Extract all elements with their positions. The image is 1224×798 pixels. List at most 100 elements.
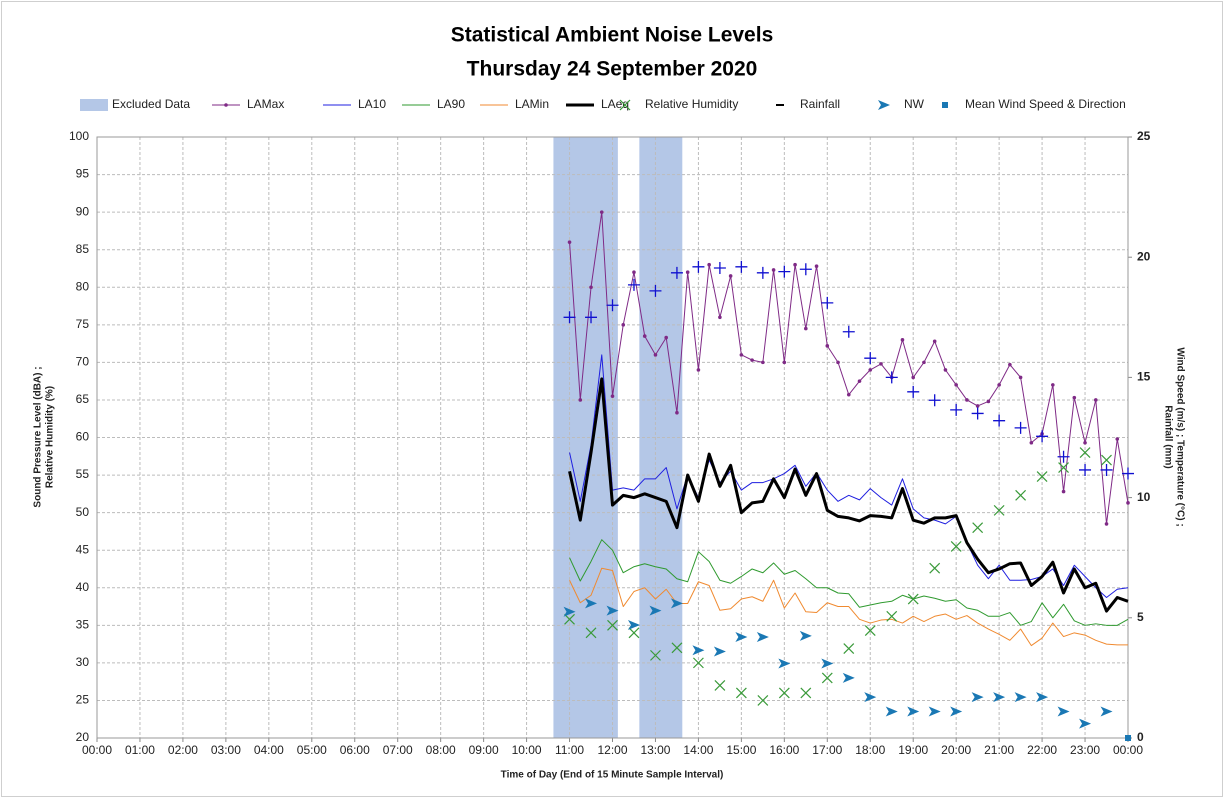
y2-tick-label: 15	[1137, 370, 1151, 384]
marker	[756, 632, 769, 643]
plus-marker	[842, 325, 855, 338]
arrow-marker	[885, 706, 898, 717]
marker	[950, 541, 962, 552]
x-marker	[607, 619, 618, 631]
marker	[670, 598, 683, 609]
point	[846, 392, 851, 397]
point	[578, 398, 583, 402]
marker	[756, 266, 769, 279]
marker	[757, 695, 769, 706]
x-marker	[800, 687, 812, 699]
y2-axis-label: Wind Speed (m/s) ; Temperature (°C) ; Ra…	[1162, 347, 1185, 526]
marker	[1058, 462, 1069, 473]
arrow-marker	[1014, 692, 1027, 703]
x-tick-label: 23:00	[1070, 743, 1100, 757]
marker	[778, 265, 791, 278]
marker	[1036, 471, 1048, 482]
marker	[778, 658, 791, 669]
marker	[563, 311, 576, 324]
marker	[907, 593, 919, 605]
x-marker	[619, 99, 631, 111]
point	[718, 315, 722, 320]
arrow-marker	[649, 605, 662, 616]
arrow-marker	[993, 692, 1006, 703]
marker	[842, 325, 855, 338]
marker	[606, 605, 619, 616]
x-tick-label: 18:00	[855, 743, 885, 757]
y-tick-label: 30	[76, 655, 90, 669]
point	[857, 379, 862, 383]
legend-swatch	[942, 102, 948, 108]
x-tick-label: 04:00	[254, 743, 284, 757]
point	[836, 360, 840, 365]
point	[793, 262, 797, 267]
x-marker	[692, 657, 704, 669]
marker	[971, 407, 984, 420]
point	[1061, 489, 1066, 494]
point	[1029, 440, 1034, 445]
plus-marker	[1122, 467, 1134, 480]
marker	[1079, 718, 1092, 729]
marker	[649, 605, 662, 616]
y-axis-label: Sound Pressure Level (dBA) ; Relative Hu…	[33, 366, 56, 507]
x-tick-label: 00:00	[82, 743, 112, 757]
plus-marker	[821, 296, 834, 309]
point	[879, 362, 883, 366]
legend-label: LA90	[437, 97, 465, 111]
marker	[585, 311, 598, 324]
y-tick-label: 35	[76, 617, 90, 631]
point	[1008, 362, 1012, 367]
x-marker	[1015, 489, 1027, 501]
point	[696, 368, 701, 372]
marker	[1057, 450, 1070, 463]
x-marker	[1079, 447, 1091, 458]
plus-marker	[971, 407, 984, 420]
y2-tick-label: 0	[1137, 730, 1144, 744]
x-tick-label: 22:00	[1027, 743, 1057, 757]
point	[975, 404, 980, 408]
arrow-marker	[563, 606, 576, 617]
x-tick-label: 01:00	[125, 743, 155, 757]
arrow-marker	[928, 706, 941, 717]
plus-marker	[1014, 421, 1027, 434]
point	[911, 375, 916, 380]
marker	[972, 522, 984, 534]
excluded-band	[639, 137, 683, 738]
x-marker	[950, 541, 962, 552]
point	[739, 353, 744, 357]
marker	[929, 562, 941, 574]
y-tick-label: 75	[76, 317, 90, 331]
arrow-marker	[907, 706, 920, 717]
x-tick-label: 02:00	[168, 743, 198, 757]
legend-label: Mean Wind Speed & Direction	[965, 97, 1126, 111]
arrow-marker	[1036, 692, 1049, 703]
arrow-marker	[821, 658, 834, 669]
marker	[1100, 463, 1113, 476]
marker	[563, 606, 576, 617]
point	[707, 262, 711, 267]
y-tick-label: 65	[76, 392, 90, 406]
plot-border	[96, 136, 1129, 739]
marker	[971, 692, 984, 703]
marker	[564, 613, 575, 625]
x-marker	[972, 522, 984, 534]
marker	[864, 352, 877, 365]
x-tick-label: 06:00	[340, 743, 370, 757]
x-marker	[650, 649, 661, 661]
y-tick-label: 100	[69, 129, 89, 143]
series-line	[569, 567, 1128, 647]
marker	[692, 645, 705, 656]
x-marker	[821, 672, 833, 684]
point	[761, 360, 765, 365]
arrow-marker	[692, 645, 705, 656]
y-tick-label: 25	[76, 693, 90, 707]
arrow-marker	[606, 605, 619, 616]
y-tick-label: 95	[76, 167, 90, 181]
marker	[1036, 430, 1049, 443]
y-tick-label: 50	[76, 505, 90, 519]
marker	[907, 385, 920, 398]
x-tick-label: 19:00	[898, 743, 928, 757]
arrow-marker	[585, 598, 598, 609]
point	[621, 323, 626, 327]
marker	[714, 679, 726, 691]
